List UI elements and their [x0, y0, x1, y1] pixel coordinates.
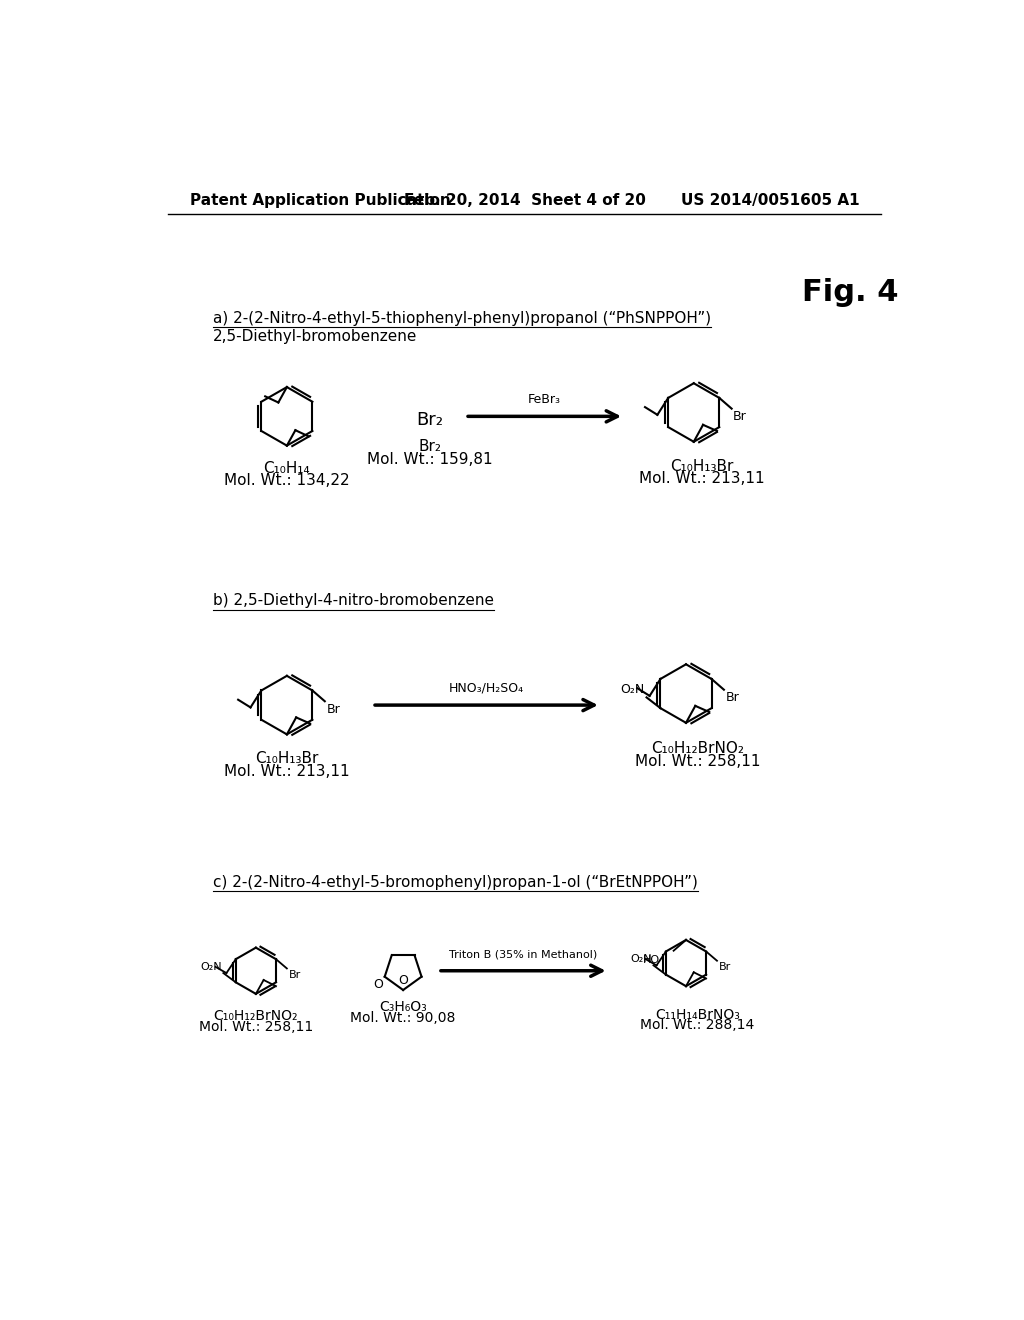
Text: 2,5-Diethyl-bromobenzene: 2,5-Diethyl-bromobenzene	[213, 330, 418, 345]
Text: Mol. Wt.: 213,11: Mol. Wt.: 213,11	[224, 763, 349, 779]
Text: Br: Br	[725, 692, 739, 705]
Text: c) 2-(2-Nitro-4-ethyl-5-bromophenyl)propan-1-ol (“BrEtNPPOH”): c) 2-(2-Nitro-4-ethyl-5-bromophenyl)prop…	[213, 874, 698, 890]
Text: HNO₃/H₂SO₄: HNO₃/H₂SO₄	[449, 681, 524, 694]
Text: Mol. Wt.: 134,22: Mol. Wt.: 134,22	[224, 474, 349, 488]
Text: Br₂: Br₂	[419, 440, 441, 454]
Text: C₁₀H₁₄: C₁₀H₁₄	[263, 461, 310, 477]
Text: C₁₁H₁₄BrNO₃: C₁₁H₁₄BrNO₃	[655, 1007, 740, 1022]
Text: Mol. Wt.: 159,81: Mol. Wt.: 159,81	[368, 451, 494, 467]
Text: Mol. Wt.: 258,11: Mol. Wt.: 258,11	[635, 754, 761, 768]
Text: C₃H₆O₃: C₃H₆O₃	[379, 1001, 427, 1014]
Text: Patent Application Publication: Patent Application Publication	[190, 193, 451, 209]
Text: Feb. 20, 2014  Sheet 4 of 20: Feb. 20, 2014 Sheet 4 of 20	[403, 193, 646, 209]
Text: O₂N: O₂N	[621, 682, 645, 696]
Text: C₁₀H₁₂BrNO₂: C₁₀H₁₂BrNO₂	[651, 742, 744, 756]
Text: Mol. Wt.: 258,11: Mol. Wt.: 258,11	[199, 1020, 313, 1034]
Text: O: O	[398, 974, 408, 987]
Text: Br: Br	[289, 970, 301, 979]
Text: C₁₀H₁₂BrNO₂: C₁₀H₁₂BrNO₂	[214, 1010, 298, 1023]
Text: Mol. Wt.: 90,08: Mol. Wt.: 90,08	[350, 1011, 456, 1024]
Text: O: O	[374, 978, 383, 991]
Text: US 2014/0051605 A1: US 2014/0051605 A1	[681, 193, 859, 209]
Text: Mol. Wt.: 288,14: Mol. Wt.: 288,14	[640, 1019, 755, 1032]
Text: a) 2-(2-Nitro-4-ethyl-5-thiophenyl-phenyl)propanol (“PhSNPPOH”): a) 2-(2-Nitro-4-ethyl-5-thiophenyl-pheny…	[213, 312, 712, 326]
Text: O₂N: O₂N	[200, 961, 222, 972]
Text: C₁₀H₁₃Br: C₁₀H₁₃Br	[670, 459, 733, 474]
Text: Br: Br	[719, 962, 731, 973]
Text: Mol. Wt.: 213,11: Mol. Wt.: 213,11	[639, 471, 764, 486]
Text: Fig. 4: Fig. 4	[802, 277, 899, 306]
Text: FeBr₃: FeBr₃	[528, 392, 561, 405]
Text: Triton B (35% in Methanol): Triton B (35% in Methanol)	[450, 950, 597, 960]
Text: b) 2,5-Diethyl-4-nitro-bromobenzene: b) 2,5-Diethyl-4-nitro-bromobenzene	[213, 594, 495, 609]
Text: Br: Br	[327, 702, 340, 715]
Text: Br: Br	[733, 411, 746, 424]
Text: O₂N: O₂N	[631, 954, 652, 964]
Text: Br₂: Br₂	[417, 412, 443, 429]
Text: C₁₀H₁₃Br: C₁₀H₁₃Br	[255, 751, 318, 767]
Text: HO: HO	[642, 956, 659, 965]
